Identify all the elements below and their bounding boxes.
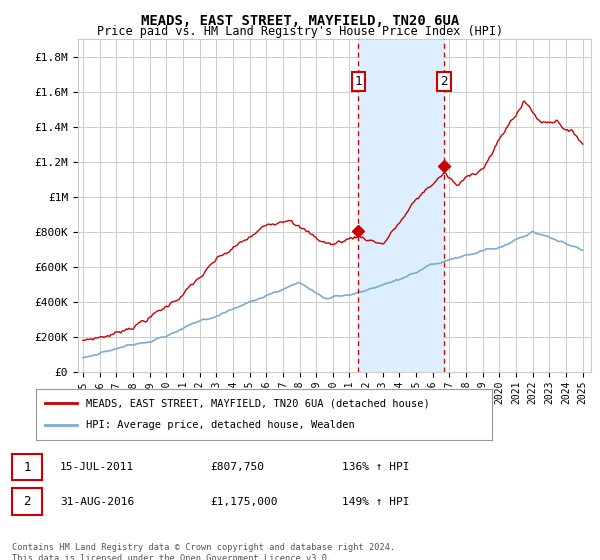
Text: MEADS, EAST STREET, MAYFIELD, TN20 6UA (detached house): MEADS, EAST STREET, MAYFIELD, TN20 6UA (… (86, 398, 430, 408)
Text: 1: 1 (355, 75, 362, 88)
Text: 136% ↑ HPI: 136% ↑ HPI (342, 462, 409, 472)
Text: Contains HM Land Registry data © Crown copyright and database right 2024.
This d: Contains HM Land Registry data © Crown c… (12, 543, 395, 560)
Text: 15-JUL-2011: 15-JUL-2011 (60, 462, 134, 472)
Text: HPI: Average price, detached house, Wealden: HPI: Average price, detached house, Weal… (86, 421, 355, 431)
Text: 2: 2 (440, 75, 448, 88)
Text: 2: 2 (23, 495, 31, 508)
Bar (358, 39, 444, 372)
Text: MEADS, EAST STREET, MAYFIELD, TN20 6UA: MEADS, EAST STREET, MAYFIELD, TN20 6UA (141, 14, 459, 28)
Text: 31-AUG-2016: 31-AUG-2016 (60, 497, 134, 507)
Text: 149% ↑ HPI: 149% ↑ HPI (342, 497, 409, 507)
Text: £1,175,000: £1,175,000 (210, 497, 277, 507)
Text: £807,750: £807,750 (210, 462, 264, 472)
Text: 1: 1 (23, 460, 31, 474)
Text: Price paid vs. HM Land Registry's House Price Index (HPI): Price paid vs. HM Land Registry's House … (97, 25, 503, 38)
